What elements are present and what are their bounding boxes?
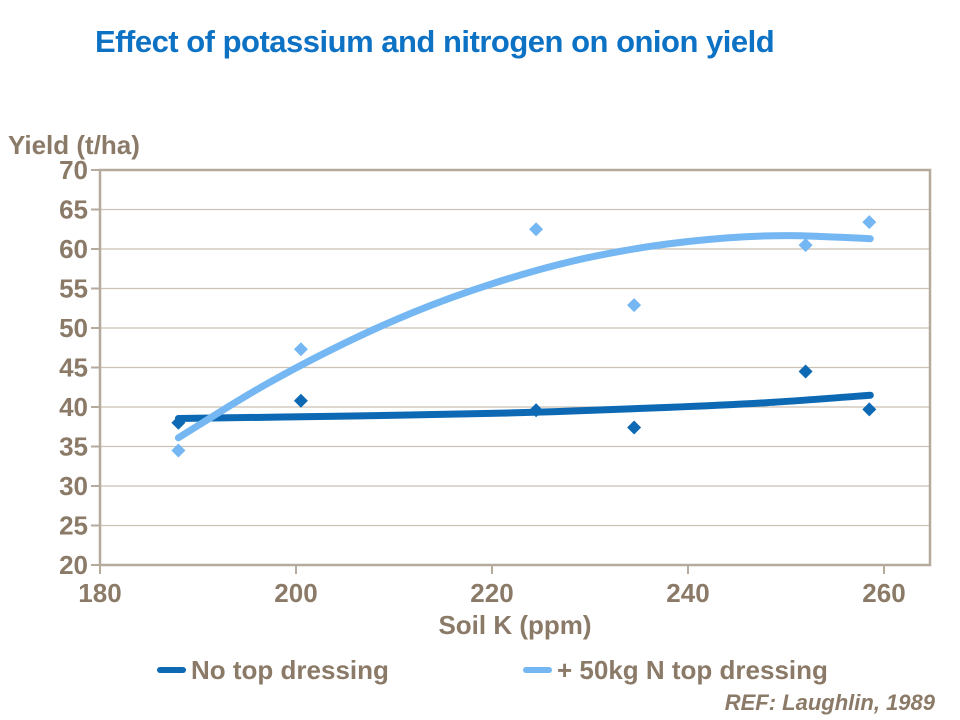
data-point-marker-no-top-dressing — [627, 420, 642, 435]
y-tick-label: 25 — [59, 511, 88, 541]
x-axis-title: Soil K (ppm) — [438, 610, 592, 640]
legend-swatch-dark-blue — [157, 667, 186, 673]
y-tick-label: 50 — [59, 313, 88, 343]
x-tick-label: 220 — [470, 578, 513, 608]
x-tick-label: 260 — [862, 578, 905, 608]
y-axis-title: Yield (t/ha) — [8, 130, 140, 160]
y-tick-label: 45 — [59, 353, 88, 383]
y-tick-label: 20 — [59, 550, 88, 580]
data-point-marker-no-top-dressing — [171, 415, 186, 430]
data-point-marker-50kg-n — [862, 215, 877, 230]
data-point-marker-50kg-n — [171, 443, 186, 458]
data-point-marker-no-top-dressing — [529, 403, 544, 418]
data-point-marker-no-top-dressing — [293, 393, 308, 408]
reference-citation: REF: Laughlin, 1989 — [724, 690, 935, 715]
y-tick-label: 40 — [59, 392, 88, 422]
x-tick-label: 240 — [666, 578, 709, 608]
y-tick-label: 30 — [59, 471, 88, 501]
data-point-marker-no-top-dressing — [798, 364, 813, 379]
data-point-marker-50kg-n — [293, 342, 308, 357]
data-point-marker-50kg-n — [627, 298, 642, 313]
x-tick-label: 200 — [274, 578, 317, 608]
data-point-marker-no-top-dressing — [862, 402, 877, 417]
y-tick-label: 70 — [59, 155, 88, 185]
trendline-50kg-n — [174, 232, 874, 442]
y-tick-label: 60 — [59, 234, 88, 264]
y-tick-label: 35 — [59, 432, 88, 462]
data-point-marker-50kg-n — [529, 222, 544, 237]
legend-label-no-top-dressing: No top dressing — [191, 654, 389, 685]
y-tick-label: 55 — [59, 274, 88, 304]
data-point-marker-50kg-n — [798, 238, 813, 253]
trendline-no-top-dressing — [174, 391, 874, 422]
legend-item-50kg-n-top-dressing: + 50kg N top dressing — [523, 654, 828, 686]
legend-label-50kg-n-top-dressing: + 50kg N top dressing — [557, 654, 828, 685]
legend-item-no-top-dressing: No top dressing — [157, 654, 389, 686]
y-tick-label: 65 — [59, 195, 88, 225]
chart-title: Effect of potassium and nitrogen on onio… — [95, 24, 775, 59]
legend-swatch-light-blue — [523, 667, 552, 673]
x-tick-label: 180 — [78, 578, 121, 608]
